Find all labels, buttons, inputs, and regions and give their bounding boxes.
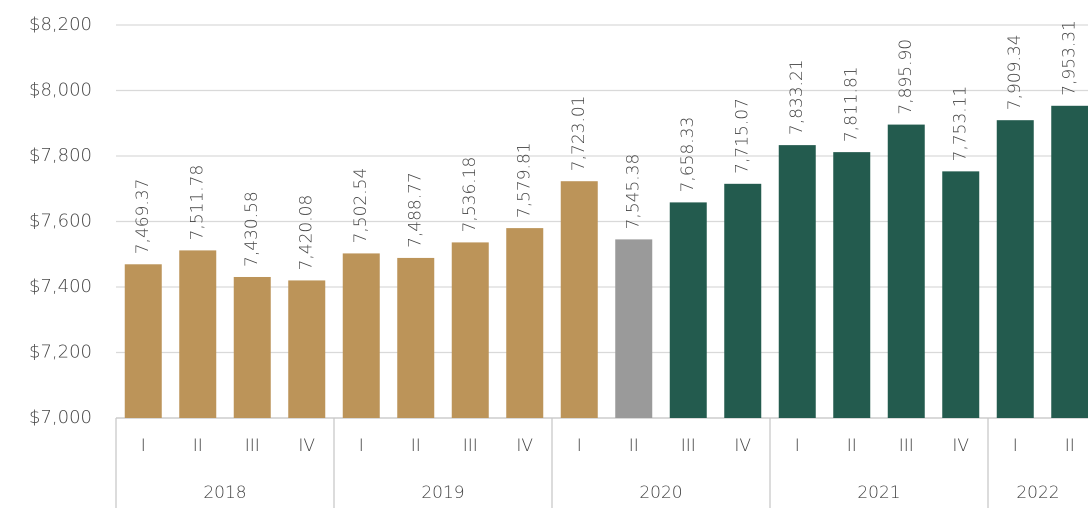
bar [124,264,162,418]
value-label: 7,909.34 [1005,34,1025,110]
x-tick-label: IV [516,436,533,456]
value-label: 7,953.31 [1060,20,1080,96]
value-label: 7,753.11 [951,86,971,162]
x-tick-label: III [463,436,478,456]
bar [669,202,707,418]
value-label: 7,536.18 [460,157,480,233]
x-tick-label: I [577,436,582,456]
x-tick-label: IV [952,436,969,456]
x-tick-label: I [359,436,364,456]
value-label: 7,579.81 [515,142,535,218]
bar [397,257,435,418]
x-tick-label: I [141,436,146,456]
value-label: 7,833.21 [787,59,807,135]
value-label: 7,488.77 [406,172,426,248]
value-label: 7,420.08 [297,195,317,271]
value-label: 7,811.81 [842,66,862,142]
y-tick-label: $7,200 [29,342,92,363]
value-label: 7,469.37 [133,179,153,255]
value-label: 7,430.58 [242,191,262,267]
bar [942,171,980,418]
x-tick-label: III [245,436,260,456]
bar [1051,105,1088,418]
y-tick-label: $7,600 [29,211,92,232]
value-label: 7,715.07 [733,98,753,174]
value-label: 7,895.90 [896,39,916,115]
y-tick-label: $8,000 [29,80,92,101]
bar [615,239,653,418]
x-tick-label: III [681,436,696,456]
y-tick-label: $7,800 [29,145,92,166]
x-tick-label: IV [734,436,751,456]
y-tick-label: $8,200 [29,14,92,35]
bar [724,183,762,418]
bar [233,276,271,418]
x-tick-label: II [193,436,203,456]
value-label: 7,658.33 [678,117,698,193]
group-label: 2021 [857,483,900,503]
bar [288,280,326,418]
x-tick-label: II [847,436,857,456]
bar [887,124,925,419]
bar [560,181,598,418]
x-tick-label: I [1013,436,1018,456]
bar [451,242,489,418]
bar [833,152,871,419]
group-label: 2019 [421,483,464,503]
y-tick-label: $7,400 [29,276,92,297]
x-tick-label: I [795,436,800,456]
x-tick-label: IV [298,436,315,456]
x-tick-label: II [411,436,421,456]
value-label: 7,723.01 [569,96,589,172]
value-label: 7,502.54 [351,168,371,244]
group-label: 2018 [203,483,246,503]
group-label: 2022 [1016,483,1059,503]
x-tick-label: II [629,436,639,456]
x-tick-label: III [899,436,914,456]
bar [778,145,816,418]
value-label: 7,511.78 [188,165,208,241]
x-tick-label: II [1065,436,1075,456]
bar [996,120,1034,418]
bar [342,253,380,418]
group-label: 2020 [639,483,682,503]
bar [179,250,217,418]
y-tick-label: $7,000 [29,407,92,428]
bar [506,228,544,418]
value-label: 7,545.38 [624,154,644,230]
